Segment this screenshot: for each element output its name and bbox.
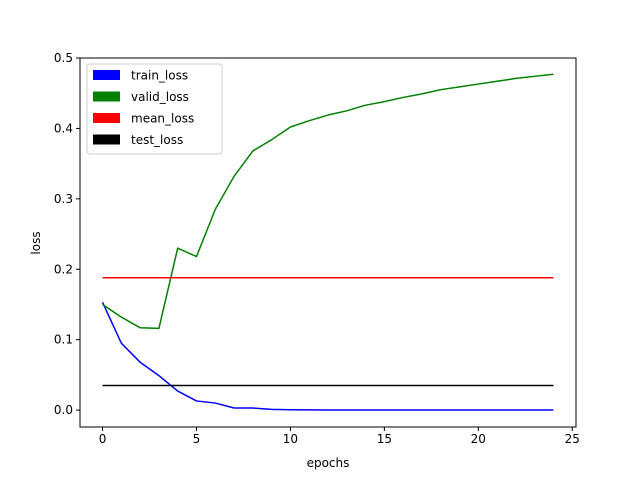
x-tick-label: 0: [99, 432, 107, 446]
legend-swatch-valid_loss: [93, 91, 120, 102]
x-tick-label: 5: [193, 432, 201, 446]
series-layer: [101, 73, 554, 411]
legend: train_loss valid_loss mean_loss test_loss: [86, 63, 223, 155]
legend-label-test_loss: test_loss: [131, 133, 183, 147]
legend-box: [86, 63, 223, 155]
y-tick-label: 0.0: [54, 403, 73, 417]
x-tick-label: 10: [283, 432, 298, 446]
y-tick-label: 0.2: [54, 262, 73, 276]
y-tick-label: 0.1: [54, 333, 73, 347]
y-axis-ticks: 0.0 0.1 0.2 0.3 0.4 0.5: [54, 51, 80, 417]
y-tick-label: 0.5: [54, 51, 73, 65]
legend-label-train_loss: train_loss: [131, 69, 188, 83]
y-tick-label: 0.4: [54, 121, 73, 135]
x-tick-label: 25: [565, 432, 580, 446]
series-line-train_loss: [101, 302, 554, 411]
legend-swatch-train_loss: [93, 70, 120, 80]
legend-label-mean_loss: mean_loss: [131, 112, 194, 126]
x-axis-label: epochs: [307, 456, 350, 470]
y-tick-label: 0.3: [54, 192, 73, 206]
plot-frame: [79, 57, 577, 428]
x-axis-ticks: 0 5 10 15 20 25: [99, 427, 580, 446]
legend-swatch-test_loss: [93, 134, 120, 145]
x-tick-label: 15: [377, 432, 392, 446]
series-line-valid_loss: [102, 73, 554, 330]
legend-label-valid_loss: valid_loss: [131, 90, 189, 104]
legend-swatch-mean_loss: [93, 113, 120, 123]
y-axis-label: loss: [29, 231, 43, 254]
x-tick-label: 20: [471, 432, 486, 446]
